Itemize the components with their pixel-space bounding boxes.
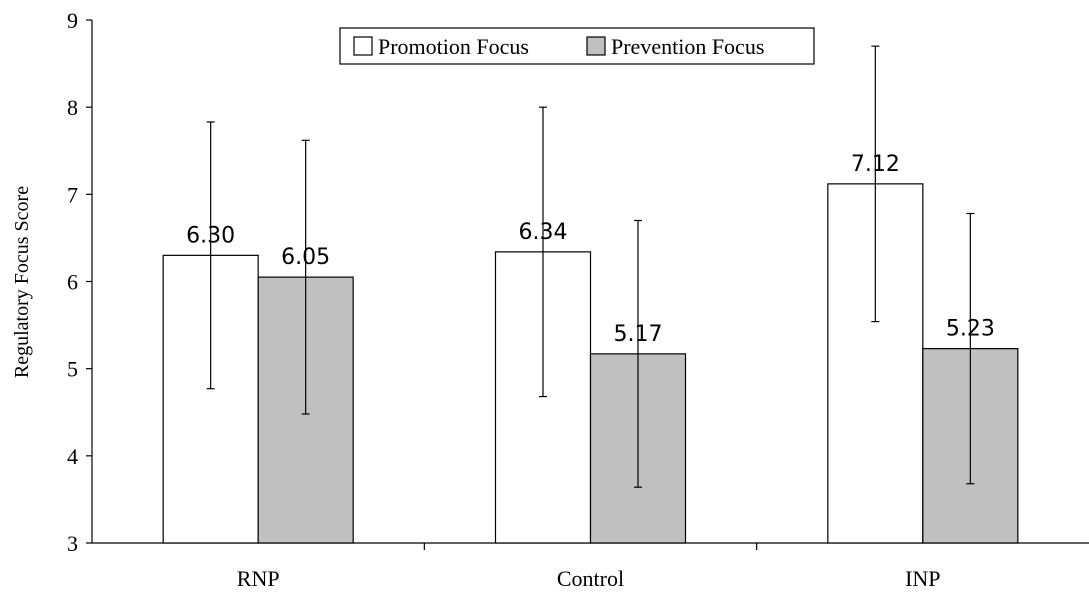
y-tick-label: 4 xyxy=(67,444,78,469)
plot-area: 3 4 5 6 7 8 9 6.30 6.05 RNP 6.34 5.17 Control 7.12 5.2… xyxy=(67,8,1089,591)
data-label: 5.23 xyxy=(946,317,995,342)
legend-swatch xyxy=(353,36,373,56)
y-tick-label: 3 xyxy=(67,531,78,556)
legend-box xyxy=(339,27,815,65)
x-category-label: RNP xyxy=(237,566,280,591)
data-label: 5.17 xyxy=(614,322,663,347)
y-tick-label: 6 xyxy=(67,270,78,295)
y-tick-label: 8 xyxy=(67,95,78,120)
y-tick-label: 7 xyxy=(67,182,78,207)
data-label: 7.12 xyxy=(851,152,900,177)
data-label: 6.34 xyxy=(519,220,568,245)
legend-swatch xyxy=(586,36,606,56)
data-label: 6.30 xyxy=(186,223,235,248)
y-tick-label: 9 xyxy=(67,8,78,33)
legend: Promotion Focus Prevention Focus xyxy=(339,27,815,65)
y-tick-label: 5 xyxy=(67,357,78,382)
data-label: 6.05 xyxy=(281,245,330,270)
x-category-label: INP xyxy=(905,566,940,591)
legend-label: Promotion Focus xyxy=(378,34,529,59)
y-axis-title: Regulatory Focus Score xyxy=(11,186,33,378)
x-category-label: Control xyxy=(557,566,624,591)
legend-label: Prevention Focus xyxy=(611,34,764,59)
